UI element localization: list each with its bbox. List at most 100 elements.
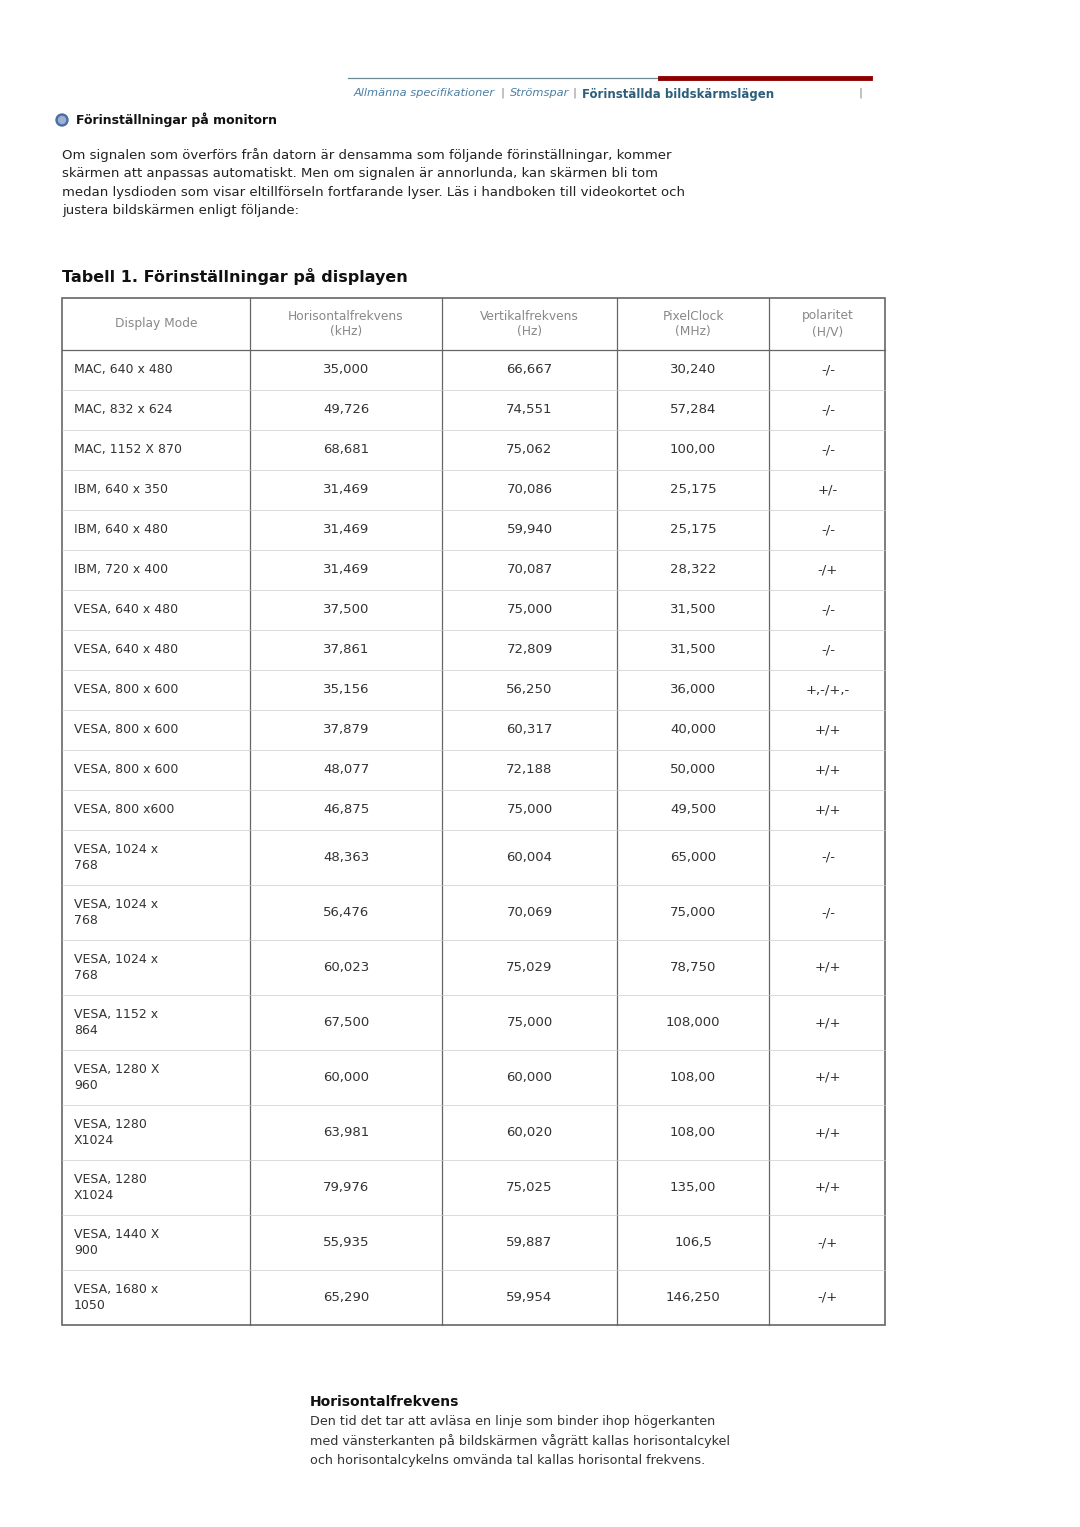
Text: +/+: +/+ xyxy=(814,803,841,817)
Text: 30,240: 30,240 xyxy=(670,363,716,377)
Text: 146,250: 146,250 xyxy=(665,1290,720,1304)
Text: MAC, 1152 X 870: MAC, 1152 X 870 xyxy=(75,443,183,457)
Text: VESA, 1280
X1024: VESA, 1280 X1024 xyxy=(75,1173,147,1202)
Text: VESA, 640 x 480: VESA, 640 x 480 xyxy=(75,643,178,657)
Text: Vertikalfrekvens
(Hz): Vertikalfrekvens (Hz) xyxy=(481,310,579,339)
Text: 60,000: 60,000 xyxy=(507,1070,553,1084)
Text: 56,250: 56,250 xyxy=(507,684,553,696)
Text: VESA, 1152 x
864: VESA, 1152 x 864 xyxy=(75,1008,158,1037)
Text: IBM, 640 x 480: IBM, 640 x 480 xyxy=(75,524,168,536)
Text: 60,023: 60,023 xyxy=(323,960,369,974)
Text: +/+: +/+ xyxy=(814,1125,841,1139)
Text: -/-: -/- xyxy=(821,643,835,657)
Text: 108,00: 108,00 xyxy=(670,1125,716,1139)
Text: 31,469: 31,469 xyxy=(323,484,369,496)
Text: MAC, 832 x 624: MAC, 832 x 624 xyxy=(75,403,173,417)
Text: 75,062: 75,062 xyxy=(507,443,553,457)
Text: 66,667: 66,667 xyxy=(507,363,553,377)
Text: 59,887: 59,887 xyxy=(507,1235,553,1249)
Text: VESA, 800 x 600: VESA, 800 x 600 xyxy=(75,764,178,777)
Text: IBM, 720 x 400: IBM, 720 x 400 xyxy=(75,563,168,577)
Text: 48,363: 48,363 xyxy=(323,851,369,864)
Circle shape xyxy=(58,116,66,124)
Text: -/+: -/+ xyxy=(818,563,838,577)
Text: Om signalen som överförs från datorn är densamma som följande förinställningar, : Om signalen som överförs från datorn är … xyxy=(62,148,685,217)
Text: 78,750: 78,750 xyxy=(670,960,716,974)
Text: polaritet
(H/V): polaritet (H/V) xyxy=(802,310,854,339)
Text: 57,284: 57,284 xyxy=(670,403,716,417)
Text: VESA, 1024 x
768: VESA, 1024 x 768 xyxy=(75,843,158,872)
Text: 79,976: 79,976 xyxy=(323,1180,369,1194)
Text: 70,086: 70,086 xyxy=(507,484,553,496)
Text: 60,317: 60,317 xyxy=(507,724,553,736)
Text: 31,469: 31,469 xyxy=(323,563,369,577)
Text: 75,000: 75,000 xyxy=(507,803,553,817)
Text: 100,00: 100,00 xyxy=(670,443,716,457)
Text: 75,029: 75,029 xyxy=(507,960,553,974)
Text: 70,087: 70,087 xyxy=(507,563,553,577)
Text: -/-: -/- xyxy=(821,363,835,377)
Text: VESA, 640 x 480: VESA, 640 x 480 xyxy=(75,603,178,617)
Text: 31,500: 31,500 xyxy=(670,603,716,617)
Text: 72,188: 72,188 xyxy=(507,764,553,777)
Text: -/-: -/- xyxy=(821,906,835,919)
Text: 65,000: 65,000 xyxy=(670,851,716,864)
Text: Horisontalfrekvens: Horisontalfrekvens xyxy=(310,1396,459,1409)
Text: -/+: -/+ xyxy=(818,1290,838,1304)
Text: 35,000: 35,000 xyxy=(323,363,369,377)
Text: VESA, 1680 x
1050: VESA, 1680 x 1050 xyxy=(75,1283,159,1312)
Text: 46,875: 46,875 xyxy=(323,803,369,817)
Text: 74,551: 74,551 xyxy=(507,403,553,417)
Text: |: | xyxy=(858,89,862,99)
Text: 31,469: 31,469 xyxy=(323,524,369,536)
Text: -/-: -/- xyxy=(821,851,835,864)
Text: 135,00: 135,00 xyxy=(670,1180,716,1194)
Text: 60,020: 60,020 xyxy=(507,1125,553,1139)
Text: 68,681: 68,681 xyxy=(323,443,369,457)
Text: Display Mode: Display Mode xyxy=(114,318,198,330)
Text: 75,000: 75,000 xyxy=(507,603,553,617)
Text: VESA, 1280
X1024: VESA, 1280 X1024 xyxy=(75,1118,147,1147)
Text: +,-/+,-: +,-/+,- xyxy=(806,684,850,696)
Text: 37,500: 37,500 xyxy=(323,603,369,617)
Text: 25,175: 25,175 xyxy=(670,484,716,496)
Text: -/+: -/+ xyxy=(818,1235,838,1249)
Text: 31,500: 31,500 xyxy=(670,643,716,657)
Text: 72,809: 72,809 xyxy=(507,643,553,657)
Text: 63,981: 63,981 xyxy=(323,1125,369,1139)
Text: 49,726: 49,726 xyxy=(323,403,369,417)
Text: +/+: +/+ xyxy=(814,960,841,974)
Text: |: | xyxy=(500,89,504,99)
Text: +/+: +/+ xyxy=(814,1070,841,1084)
Text: 56,476: 56,476 xyxy=(323,906,369,919)
Text: Förinställda bildskärmslägen: Förinställda bildskärmslägen xyxy=(582,89,774,101)
Text: Tabell 1. Förinställningar på displayen: Tabell 1. Förinställningar på displayen xyxy=(62,269,408,286)
Text: +/+: +/+ xyxy=(814,1015,841,1029)
Text: +/-: +/- xyxy=(818,484,838,496)
Text: 49,500: 49,500 xyxy=(670,803,716,817)
Text: VESA, 1440 X
900: VESA, 1440 X 900 xyxy=(75,1228,160,1257)
Text: 75,000: 75,000 xyxy=(507,1015,553,1029)
Text: 59,940: 59,940 xyxy=(507,524,553,536)
Text: +/+: +/+ xyxy=(814,764,841,777)
Text: Den tid det tar att avläsa en linje som binder ihop högerkanten
med vänsterkante: Den tid det tar att avläsa en linje som … xyxy=(310,1416,730,1466)
Text: VESA, 800 x600: VESA, 800 x600 xyxy=(75,803,174,817)
Text: IBM, 640 x 350: IBM, 640 x 350 xyxy=(75,484,168,496)
Text: 35,156: 35,156 xyxy=(323,684,369,696)
Text: -/-: -/- xyxy=(821,603,835,617)
Text: Förinställningar på monitorn: Förinställningar på monitorn xyxy=(76,113,276,127)
Text: 36,000: 36,000 xyxy=(670,684,716,696)
Text: 48,077: 48,077 xyxy=(323,764,369,777)
Text: 25,175: 25,175 xyxy=(670,524,716,536)
Text: 108,000: 108,000 xyxy=(665,1015,720,1029)
Text: VESA, 1024 x
768: VESA, 1024 x 768 xyxy=(75,953,158,982)
Text: 60,000: 60,000 xyxy=(323,1070,369,1084)
Text: 59,954: 59,954 xyxy=(507,1290,553,1304)
Text: +/+: +/+ xyxy=(814,1180,841,1194)
Text: -/-: -/- xyxy=(821,403,835,417)
Text: PixelClock
(MHz): PixelClock (MHz) xyxy=(662,310,724,339)
Text: Strömspar: Strömspar xyxy=(510,89,569,98)
Text: VESA, 1280 X
960: VESA, 1280 X 960 xyxy=(75,1063,160,1092)
Text: -/-: -/- xyxy=(821,524,835,536)
Text: 75,000: 75,000 xyxy=(670,906,716,919)
